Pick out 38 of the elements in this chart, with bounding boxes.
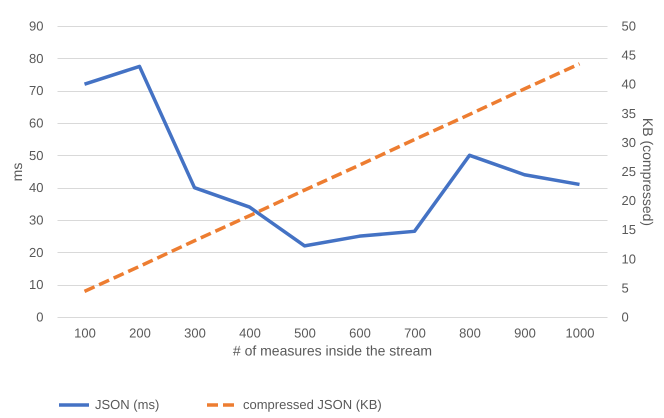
x-tick-label: 100: [74, 326, 96, 340]
y2-tick-label: 25: [622, 164, 636, 179]
y-tick-label: 30: [29, 212, 44, 228]
y-tick-label: 10: [29, 277, 44, 292]
y2-tick-label: 5: [622, 280, 629, 296]
x-tick-label: 700: [404, 326, 426, 340]
x-tick-label: 200: [129, 326, 151, 340]
y2-tick-label: 0: [622, 310, 629, 324]
y2-tick-label: 30: [622, 134, 636, 150]
y-tick-label: 70: [29, 83, 44, 98]
x-tick-label: 400: [239, 326, 261, 340]
x-axis-title: # of measures inside the stream: [232, 342, 432, 358]
x-tick-label: 300: [184, 326, 206, 340]
y2-tick-label: 40: [622, 76, 636, 92]
legend-label: compressed JSON (KB): [243, 397, 382, 412]
y2-tick-label: 45: [622, 48, 636, 63]
x-tick-label: 900: [514, 326, 536, 340]
y-tick-label: 40: [29, 180, 44, 196]
y2-tick-label: 50: [622, 18, 636, 34]
x-tick-label: 800: [459, 326, 481, 340]
y-tick-label: 0: [36, 310, 44, 324]
y-tick-label: 50: [29, 148, 44, 163]
line-series: [82, 62, 582, 294]
y-tick-label: 20: [29, 244, 44, 260]
y2-axis-title: KB (compressed): [640, 118, 656, 226]
x-tick-label: 1000: [566, 326, 594, 340]
y-tick-label: 60: [29, 116, 44, 130]
line-series: [82, 64, 582, 248]
x-tick-label: 600: [349, 326, 371, 340]
y-tick-label: 80: [29, 50, 44, 66]
y2-tick-label: 15: [622, 222, 636, 238]
y2-tick-label: 35: [622, 106, 636, 121]
y-axis-title: ms: [9, 162, 26, 182]
legend-label: JSON (ms): [95, 397, 160, 412]
y2-tick-label: 20: [622, 193, 636, 208]
y2-tick-label: 10: [622, 251, 636, 266]
x-tick-label: 500: [294, 326, 316, 340]
y-tick-label: 90: [29, 18, 44, 34]
